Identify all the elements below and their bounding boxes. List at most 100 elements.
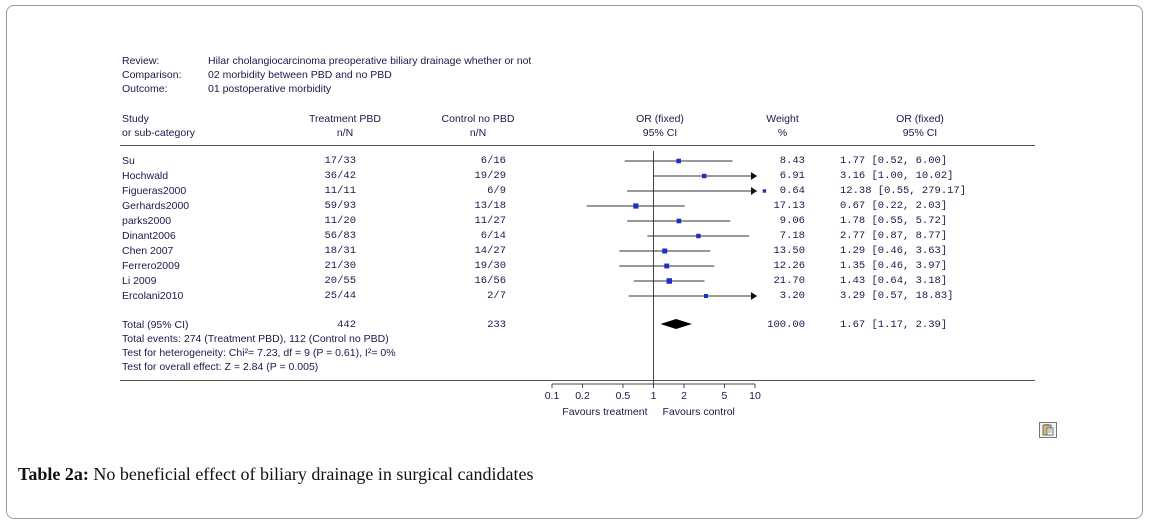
treatment-value: 11/20 <box>324 215 356 227</box>
control-value: 14/27 <box>474 245 506 257</box>
control-value: 11/27 <box>474 215 506 227</box>
control-value: 6/16 <box>480 155 506 167</box>
figure-frame <box>6 5 1143 519</box>
axis-tick-label: 0.2 <box>575 390 590 402</box>
overall-effect-test: Test for overall effect: Z = 2.84 (P = 0… <box>122 361 319 373</box>
col-control: Control no PBD <box>441 113 515 125</box>
axis-tick-label: 2 <box>681 390 687 402</box>
outcome-value: 01 postoperative morbidity <box>208 83 332 95</box>
treatment-value: 20/55 <box>324 275 356 287</box>
clipboard-icon[interactable] <box>1039 422 1057 438</box>
or-value: 3.16 [1.00, 10.02] <box>840 170 954 182</box>
review-value: Hilar cholangiocarcinoma preoperative bi… <box>208 55 532 67</box>
col-or-plot-ci: 95% CI <box>642 127 678 139</box>
weight-value: 17.13 <box>773 200 805 212</box>
point-estimate <box>704 294 708 298</box>
heterogeneity-test: Test for heterogeneity: Chi²= 7.23, df =… <box>122 347 396 359</box>
axis-tick-label: 10 <box>749 390 761 402</box>
or-value: 1.78 [0.55, 5.72] <box>840 215 948 227</box>
col-or-value: OR (fixed) <box>896 113 944 125</box>
control-value: 19/30 <box>474 260 506 272</box>
treatment-value: 56/83 <box>324 230 356 242</box>
comparison-value: 02 morbidity between PBD and no PBD <box>208 69 392 81</box>
study-name: Ercolani2010 <box>122 290 184 302</box>
study-name: Su <box>122 155 135 167</box>
or-value: 3.29 [0.57, 18.83] <box>840 290 954 302</box>
point-estimate <box>676 218 682 224</box>
treatment-value: 59/93 <box>324 200 356 212</box>
treatment-value: 11/11 <box>324 185 356 197</box>
col-weight-pct: % <box>777 127 788 139</box>
control-value: 2/7 <box>487 290 506 302</box>
treatment-value: 18/31 <box>324 245 356 257</box>
axis-tick-label: 5 <box>722 390 728 402</box>
weight-value: 8.43 <box>779 155 805 167</box>
weight-value: 6.91 <box>779 170 805 182</box>
control-value: 19/29 <box>474 170 506 182</box>
study-name: Dinant2006 <box>122 230 176 242</box>
or-value: 0.67 [0.22, 2.03] <box>840 200 948 212</box>
control-value: 13/18 <box>474 200 506 212</box>
total-treatment: 442 <box>337 319 356 331</box>
or-value: 1.29 [0.46, 3.63] <box>840 245 948 257</box>
treatment-value: 17/33 <box>324 155 356 167</box>
col-weight: Weight <box>766 113 799 125</box>
point-estimate <box>676 158 681 164</box>
study-name: Ferrero2009 <box>122 260 180 272</box>
treatment-value: 21/30 <box>324 260 356 272</box>
control-value: 16/56 <box>474 275 506 287</box>
caption-label: Table 2a: <box>18 464 89 484</box>
study-name: Gerhards2000 <box>122 200 190 212</box>
col-subcategory: or sub-category <box>122 127 195 139</box>
weight-value: 13.50 <box>773 245 805 257</box>
outcome-label: Outcome: <box>122 83 168 95</box>
point-estimate <box>762 189 767 193</box>
or-value: 2.77 [0.87, 8.77] <box>840 230 948 242</box>
total-events: Total events: 274 (Treatment PBD), 112 (… <box>122 333 389 345</box>
point-estimate <box>633 203 639 209</box>
comparison-label: Comparison: <box>122 69 182 81</box>
or-value: 1.43 [0.64, 3.18] <box>840 275 948 287</box>
review-label: Review: <box>122 55 160 67</box>
favours-control-label: Favours control <box>663 406 735 418</box>
study-name: parks2000 <box>122 215 172 227</box>
axis-tick-label: 1 <box>651 390 657 402</box>
control-value: 6/14 <box>480 230 506 242</box>
or-value: 1.35 [0.46, 3.97] <box>840 260 948 272</box>
ci-arrow <box>751 172 757 180</box>
control-value: 6/9 <box>487 185 506 197</box>
ci-arrow <box>751 292 757 300</box>
col-or-value-ci: 95% CI <box>902 127 938 139</box>
weight-value: 7.18 <box>779 230 805 242</box>
ci-arrow <box>751 187 757 195</box>
treatment-value: 36/42 <box>324 170 356 182</box>
axis-tick-label: 0.1 <box>545 390 560 402</box>
caption-text: No beneficial effect of biliary drainage… <box>88 464 534 484</box>
col-or-plot: OR (fixed) <box>636 113 684 125</box>
point-estimate <box>666 278 673 284</box>
header-rule <box>120 145 1035 146</box>
favours-treatment-label: Favours treatment <box>562 406 647 418</box>
weight-value: 21.70 <box>773 275 805 287</box>
study-name: Figueras2000 <box>122 185 187 197</box>
or-value: 12.38 [0.55, 279.17] <box>840 185 967 197</box>
total-control: 233 <box>487 319 506 331</box>
total-or-value: 1.67 [1.17, 2.39] <box>840 319 948 331</box>
study-name: Chen 2007 <box>122 245 174 257</box>
axis-tick-label: 0.5 <box>616 390 631 402</box>
col-treatment-nn: n/N <box>336 127 354 139</box>
col-control-nn: n/N <box>469 127 487 139</box>
total-label: Total (95% CI) <box>122 319 189 331</box>
study-name: Li 2009 <box>122 275 157 287</box>
weight-value: 9.06 <box>779 215 805 227</box>
pooled-diamond <box>660 319 692 329</box>
weight-value: 12.26 <box>773 260 805 272</box>
weight-value: 3.20 <box>779 290 805 302</box>
col-study: Study <box>122 113 149 125</box>
col-treatment: Treatment PBD <box>309 113 381 125</box>
footer-rule <box>120 380 1035 381</box>
table-caption: Table 2a: No beneficial effect of biliar… <box>18 464 534 485</box>
total-weight: 100.00 <box>767 319 805 331</box>
point-estimate <box>662 248 668 254</box>
